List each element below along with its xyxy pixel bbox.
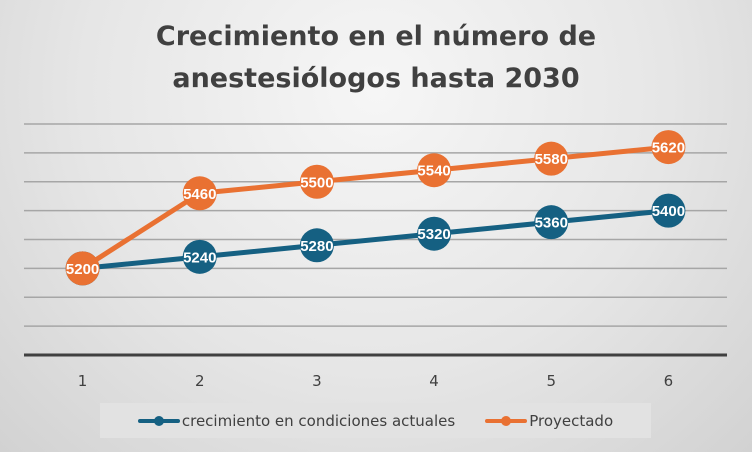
series-line <box>80 144 671 271</box>
data-point[interactable] <box>65 251 100 286</box>
legend-item-actuales[interactable]: crecimiento en condiciones actuales <box>137 411 456 430</box>
data-label: 5200 <box>66 261 99 278</box>
legend-item-proyectado[interactable]: Proyectado <box>485 412 613 430</box>
chart-title: Crecimiento en el número de anestesiólog… <box>0 16 752 100</box>
x-tick-label: 3 <box>312 372 322 390</box>
data-point[interactable] <box>299 228 334 263</box>
data-label: 5240 <box>183 249 216 266</box>
x-axis: 1 2 3 4 5 6 <box>24 353 727 390</box>
x-tick-label: 2 <box>195 372 205 390</box>
data-point[interactable] <box>182 176 217 211</box>
data-point[interactable] <box>534 205 569 240</box>
chart-title-line-1: Crecimiento en el número de <box>155 21 597 52</box>
x-tick-label: 4 <box>429 372 439 390</box>
legend: crecimiento en condiciones actuales Proy… <box>100 403 651 438</box>
series-proyectado: 5200 5460 5500 5540 5580 5620 <box>65 130 686 286</box>
legend-line-marker-icon <box>485 415 528 427</box>
data-label: 5460 <box>183 186 216 203</box>
data-point[interactable] <box>417 216 452 251</box>
data-point[interactable] <box>651 130 686 165</box>
legend-label: crecimiento en condiciones actuales <box>181 411 456 430</box>
data-label: 5280 <box>300 238 333 255</box>
chart-title-line-2: anestesiólogos hasta 2030 <box>172 63 580 94</box>
data-point[interactable] <box>534 141 569 176</box>
data-point[interactable] <box>417 153 452 188</box>
legend-line-marker-icon <box>137 415 180 427</box>
data-point[interactable] <box>651 193 686 228</box>
data-point[interactable] <box>299 164 334 199</box>
series-line <box>80 208 671 271</box>
x-tick-label: 5 <box>546 372 556 390</box>
data-label: 5540 <box>417 163 450 180</box>
data-label: 5620 <box>652 140 685 157</box>
x-tick-label: 6 <box>664 372 674 390</box>
data-label: 5500 <box>300 174 333 191</box>
x-tick-label: 1 <box>78 372 88 390</box>
legend-label: Proyectado <box>529 411 614 430</box>
legend-swatch-dot <box>501 415 512 426</box>
data-point[interactable] <box>182 239 217 274</box>
data-label: 5580 <box>535 151 568 168</box>
data-label: 5400 <box>652 203 685 220</box>
data-label: 5320 <box>417 226 450 243</box>
data-label: 5360 <box>535 215 568 232</box>
gridlines <box>24 123 727 327</box>
legend-swatch-dot <box>153 415 164 426</box>
